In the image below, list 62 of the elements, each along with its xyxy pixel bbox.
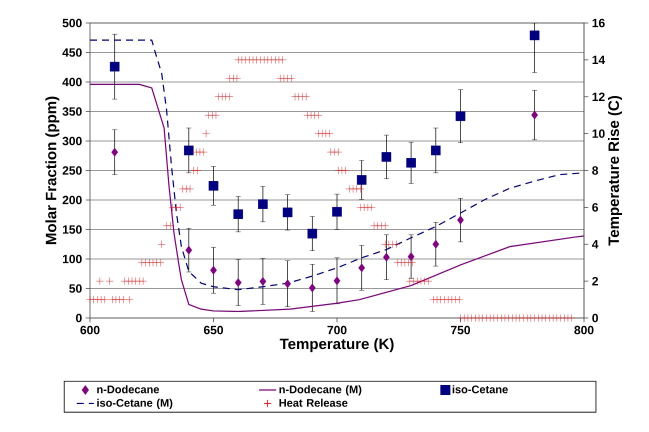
x-axis-title: Temperature (K)	[280, 338, 394, 352]
point	[530, 30, 540, 40]
y-tick-label: 400	[62, 78, 82, 86]
point	[456, 111, 466, 122]
point	[210, 266, 217, 275]
point	[284, 279, 291, 288]
point	[531, 110, 538, 120]
point	[457, 216, 464, 224]
legend-label: Heat Release	[279, 398, 348, 407]
y2-tick-label: 2	[592, 276, 598, 286]
point	[233, 209, 243, 219]
y2-tick-label: 8	[592, 166, 598, 175]
y2-tick-label: 16	[592, 18, 605, 28]
point	[185, 246, 192, 255]
y-tick-label: 450	[62, 48, 82, 57]
y-tick-label: 200	[62, 196, 82, 204]
y2-tick-label: 6	[592, 203, 598, 212]
point	[282, 208, 292, 218]
point	[406, 158, 416, 168]
point	[432, 240, 440, 249]
x-tick-label: 800	[574, 326, 594, 334]
point	[260, 277, 266, 286]
point	[208, 181, 218, 191]
y2-tick-label: 12	[592, 92, 605, 101]
point	[383, 252, 390, 262]
point	[308, 284, 316, 292]
point	[258, 199, 268, 209]
point	[110, 62, 120, 72]
line-series	[90, 84, 584, 312]
y-tick-label: 150	[62, 225, 82, 234]
point	[358, 263, 366, 272]
point	[184, 146, 194, 156]
y2-tick-label: 10	[592, 129, 605, 138]
point	[431, 146, 441, 156]
x-tick-label: 600	[80, 326, 100, 334]
x-tick-label: 700	[328, 326, 347, 334]
x-tick-label: 750	[451, 326, 470, 334]
legend-label: iso-Cetane (M)	[97, 398, 172, 409]
y-tick-label: 250	[62, 166, 82, 175]
y-tick-label: 350	[62, 107, 82, 116]
legend-label: n-Dodecane (M)	[279, 385, 362, 396]
y-tick-label: 300	[62, 136, 82, 146]
y-axis-title: Molar Fraction (ppm)	[45, 96, 60, 244]
point	[308, 228, 318, 238]
y-tick-label: 50	[69, 284, 82, 293]
point	[111, 148, 118, 157]
y2-tick-label: 0	[592, 314, 598, 322]
point	[234, 278, 242, 287]
point	[334, 276, 340, 286]
y2-tick-label: 14	[592, 56, 606, 64]
x-tick-label: 650	[204, 326, 224, 334]
point	[332, 207, 342, 217]
point	[382, 152, 392, 162]
y2-tick-label: 4	[592, 240, 598, 248]
legend-label: iso-Cetane	[452, 385, 508, 394]
y-tick-label: 100	[62, 254, 82, 264]
y-tick-label: 0	[76, 314, 82, 322]
point	[356, 175, 366, 185]
y-tick-label: 500	[62, 18, 82, 28]
legend-label: n-Dodecane	[97, 385, 160, 394]
point	[408, 252, 414, 262]
y2-axis-title: Temperature Rise (C)	[608, 96, 622, 246]
